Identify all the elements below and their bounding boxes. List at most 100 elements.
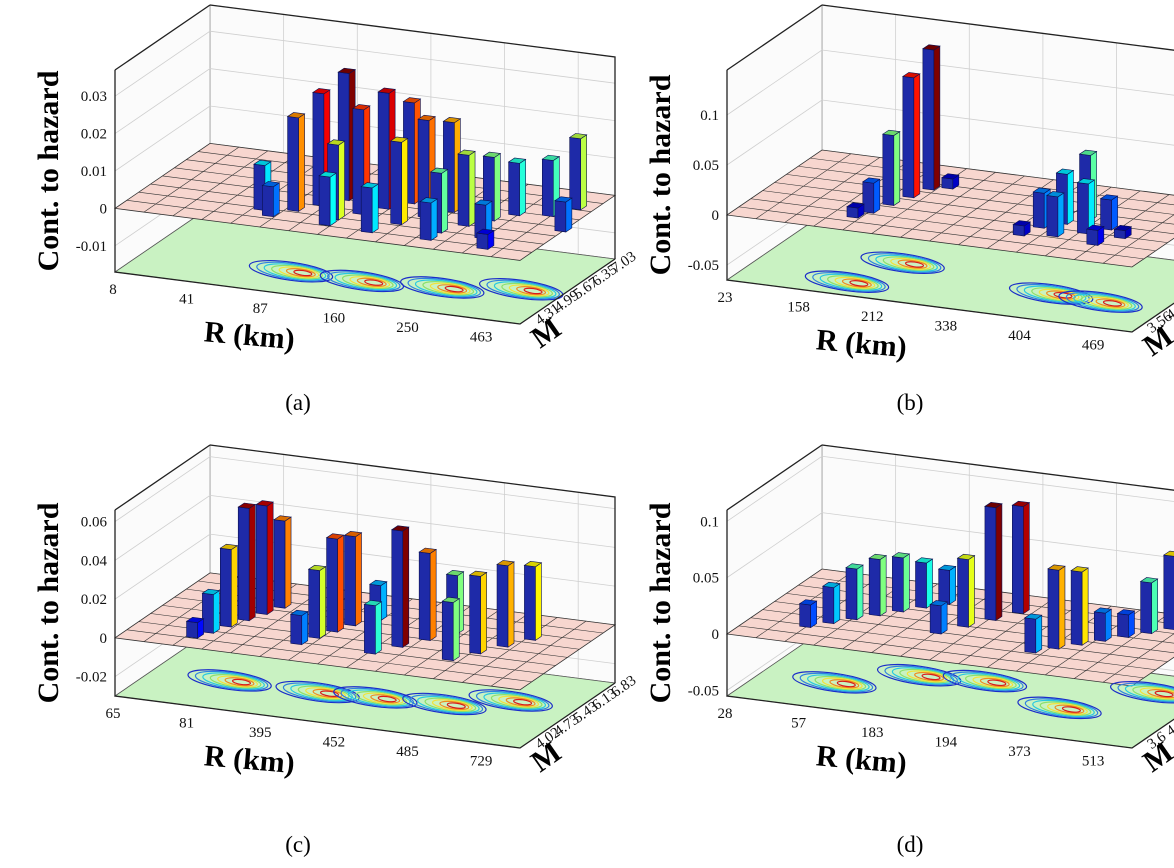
r-axis-label: R (km) (815, 323, 908, 364)
contour-line (1124, 684, 1174, 702)
z-grid-line (114, 30, 616, 97)
bar-b (1086, 224, 1105, 247)
bar-d (914, 557, 934, 609)
contour-line (409, 694, 484, 715)
bar-d (868, 553, 888, 617)
contour-line (1032, 699, 1095, 717)
bar-a (419, 197, 438, 241)
bar-a (318, 171, 337, 227)
contour-line (1147, 689, 1174, 699)
z-grid-line (114, 494, 616, 561)
contour-line (867, 253, 942, 273)
contour-line (333, 686, 418, 709)
contour-line (319, 690, 340, 697)
bar-c (418, 547, 438, 642)
r-axis-label: R (km) (815, 739, 908, 780)
contour-line (1095, 298, 1126, 308)
r-axis-label: R (km) (203, 315, 296, 356)
bar-b (940, 173, 960, 190)
bar-c (325, 533, 345, 633)
contour-line (1065, 292, 1140, 312)
z-tick-label: 0 (712, 627, 720, 643)
bar-d (1139, 577, 1159, 635)
contour-line (1023, 285, 1087, 303)
r-tick-label: 404 (1008, 328, 1031, 344)
contour-line (965, 674, 1017, 690)
axis-frame (726, 70, 1174, 333)
r-tick-label: 65 (106, 706, 121, 722)
bar-d (1093, 607, 1113, 642)
contour-line (334, 272, 398, 291)
bar-d (1162, 550, 1174, 630)
contour-line (402, 692, 487, 716)
contour-line (827, 275, 879, 290)
panel-caption: (b) (897, 390, 924, 415)
contour-line (356, 277, 387, 287)
m-tick-label: 4.4 (1164, 716, 1174, 740)
contour-line (1117, 682, 1174, 703)
contour-line (486, 279, 560, 300)
contour-line (834, 276, 876, 289)
axis-frame (114, 510, 616, 749)
contour-line (921, 673, 941, 681)
contour-line (1080, 295, 1133, 310)
r-tick-label: 463 (470, 329, 493, 345)
contour-line (957, 673, 1021, 691)
contour-line (882, 256, 935, 271)
r-tick-label: 485 (396, 744, 419, 760)
bar-c (343, 531, 363, 627)
bar-c (468, 570, 488, 655)
bar-d (798, 599, 818, 629)
zero-grid-line (750, 617, 1156, 671)
contour-line (841, 278, 872, 288)
contour-line (899, 668, 951, 684)
contour-line (1102, 300, 1122, 307)
contour-line (950, 671, 1024, 692)
contour-line (370, 694, 401, 704)
contour-line (1154, 690, 1174, 698)
panel-b: -0.0500.050.1231582123384044693.564.35.0… (644, 4, 1174, 415)
axis-frame (726, 510, 1174, 749)
contour-line (516, 286, 547, 296)
contour-line (875, 254, 938, 272)
z-grid-line (114, 456, 616, 522)
z-grid-line (726, 512, 1174, 578)
z-tick-label: 0.02 (81, 127, 107, 143)
z-tick-label: 0.06 (81, 515, 108, 531)
contour-line (429, 282, 471, 295)
contour-line (1047, 702, 1088, 715)
z-grid-line (726, 99, 1174, 166)
bar-a (442, 117, 462, 214)
contour-line (1017, 696, 1102, 720)
contour-line (347, 689, 411, 707)
z-axis-label: Cont. to hazard (644, 74, 677, 275)
contour-line (422, 280, 475, 296)
contour-line (231, 678, 252, 686)
bar-d (821, 581, 841, 625)
axis-frame (209, 4, 616, 259)
contour-line (979, 677, 1010, 688)
contour-line (508, 284, 550, 297)
r-tick-label: 729 (470, 753, 493, 769)
z-tick-label: 0.04 (81, 553, 108, 569)
m-axis-label: M (525, 735, 567, 778)
bar-d (1011, 500, 1031, 615)
contour-line (884, 665, 958, 686)
z-tick-label: -0.02 (76, 670, 107, 686)
zero-grid-line (126, 629, 532, 683)
contour-line (804, 270, 890, 293)
contour-line (1008, 282, 1094, 305)
contour-line (446, 702, 466, 709)
contour-line (821, 677, 863, 690)
bar-b (1076, 178, 1096, 235)
contour-line (1054, 704, 1085, 714)
bar-c (237, 502, 257, 622)
axis-frame (821, 444, 1174, 491)
contour-line (364, 279, 384, 286)
bar-a (507, 157, 527, 217)
contour-line (341, 274, 394, 290)
contour-line (290, 683, 353, 702)
r-tick-label: 23 (718, 290, 733, 306)
r-tick-label: 41 (179, 291, 194, 307)
